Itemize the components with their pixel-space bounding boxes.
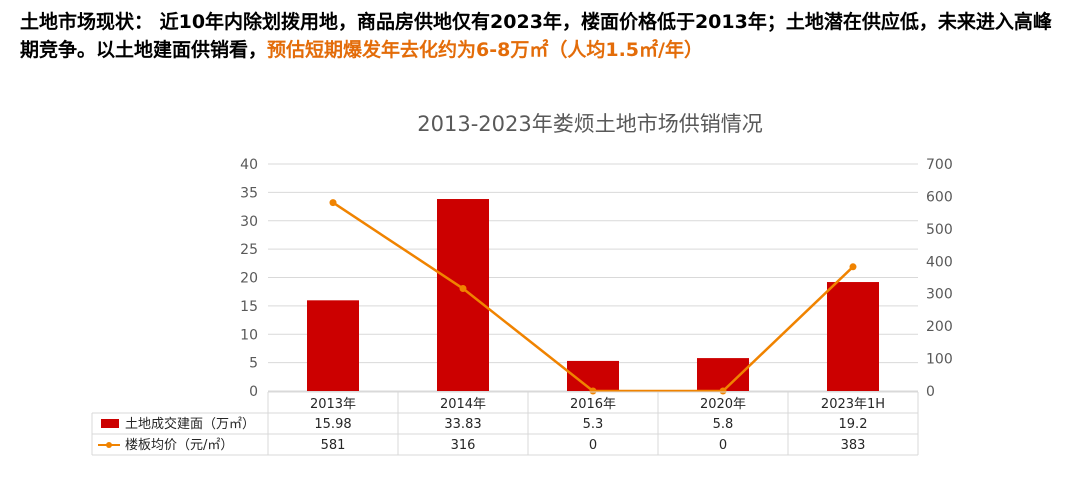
headline-highlight: 预估短期爆发年去化约为6-8万㎡（人均1.5㎡/年） [267, 39, 703, 61]
line-point [459, 285, 467, 293]
y-left-tick-label: 35 [240, 185, 258, 201]
line-value-cell: 316 [451, 438, 476, 453]
bar [827, 282, 879, 391]
line-value-cell: 0 [589, 438, 597, 453]
y-left-tick-label: 15 [240, 299, 258, 315]
y-left-tick-label: 20 [240, 271, 258, 287]
legend-label-line: 楼板均价（元/㎡） [125, 438, 233, 453]
y-right-tick-label: 500 [926, 222, 953, 238]
y-left-tick-label: 25 [240, 242, 258, 258]
y-right-tick-label: 600 [926, 189, 953, 205]
y-right-tick-label: 700 [926, 157, 953, 173]
y-right-tick-label: 400 [926, 254, 953, 270]
y-left-tick-label: 40 [240, 157, 258, 173]
bar [307, 300, 359, 391]
y-right-tick-label: 300 [926, 287, 953, 303]
headline-intro: 土地市场现状： 近10年内除划拨用地，商品房供地仅有2023年，楼面价格低于20… [20, 11, 1052, 61]
y-right-tick-label: 0 [926, 384, 935, 400]
line-value-cell: 383 [841, 438, 866, 453]
legend-key-bar [101, 419, 119, 428]
category-label: 2020年 [700, 397, 746, 412]
bar-value-cell: 33.83 [444, 417, 481, 432]
category-label: 2013年 [310, 397, 356, 412]
bar [437, 199, 489, 391]
category-label: 2016年 [570, 397, 616, 412]
y-right-tick-label: 100 [926, 352, 953, 368]
category-label: 2023年1H [821, 397, 885, 412]
bar-value-cell: 15.98 [314, 417, 351, 432]
y-left-tick-label: 0 [249, 384, 258, 400]
line-value-cell: 581 [321, 438, 346, 453]
bar-value-cell: 19.2 [839, 417, 868, 432]
category-label: 2014年 [440, 397, 486, 412]
line-point [589, 387, 597, 395]
y-left-tick-label: 5 [249, 356, 258, 372]
y-right-tick-label: 200 [926, 319, 953, 335]
y-left-tick-label: 10 [240, 327, 258, 343]
headline: 土地市场现状： 近10年内除划拨用地，商品房供地仅有2023年，楼面价格低于20… [20, 8, 1068, 64]
line-point [719, 387, 727, 395]
chart-title: 2013-2023年娄烦土地市场供销情况 [417, 112, 763, 136]
bar-value-cell: 5.8 [713, 417, 734, 432]
y-left-tick-label: 30 [240, 214, 258, 230]
line-point [329, 199, 337, 207]
line-value-cell: 0 [719, 438, 727, 453]
line-point [849, 263, 857, 271]
legend-label-bar: 土地成交建面（万㎡） [125, 416, 255, 432]
legend-key-line-marker [106, 442, 112, 448]
bar-value-cell: 5.3 [583, 417, 604, 432]
